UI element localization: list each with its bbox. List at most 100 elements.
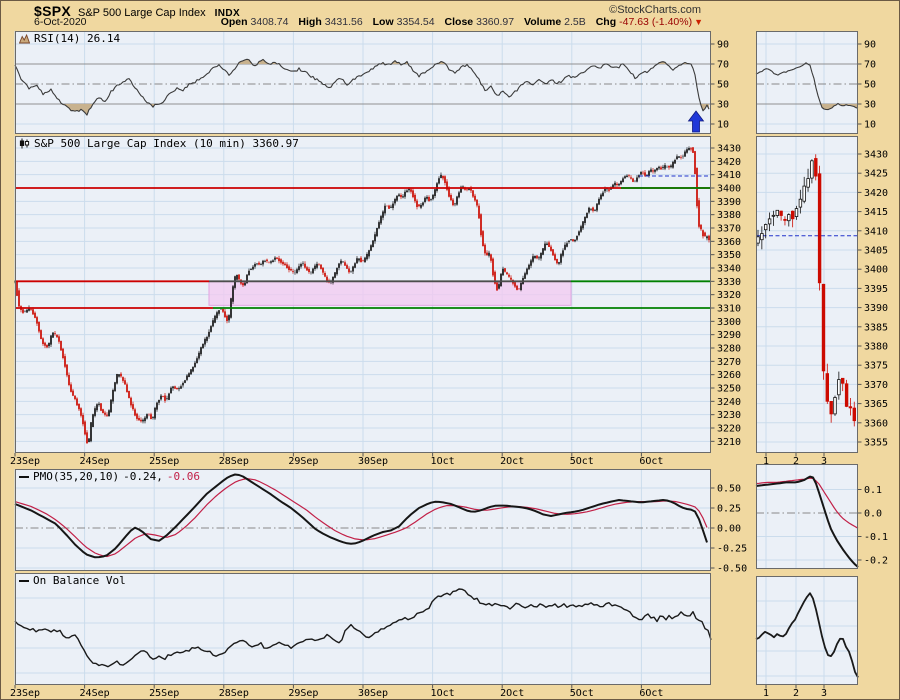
low-value: 3354.54 bbox=[396, 15, 435, 28]
y-tick-label: 3290 bbox=[717, 330, 741, 341]
close-label: Close bbox=[444, 15, 474, 28]
high-value: 3431.56 bbox=[324, 15, 363, 28]
x-tick-label: 25Sep bbox=[149, 456, 179, 467]
y-tick-label: 3390 bbox=[717, 197, 741, 208]
volume-value: 2.5B bbox=[564, 15, 586, 28]
ticker-symbol: $SPX bbox=[34, 3, 71, 19]
x-tick-label: 28Sep bbox=[219, 688, 249, 699]
x-tick-label: 1Oct bbox=[431, 456, 455, 467]
x-tick-label: 30Sep bbox=[358, 456, 388, 467]
chart-header: $SPX S&P 500 Large Cap Index INDX bbox=[34, 3, 240, 21]
y-tick-label: 3220 bbox=[717, 424, 741, 435]
mini-rsi-axis: 90 70 50 30 10 bbox=[858, 40, 876, 131]
y-tick-label: 90 bbox=[717, 40, 729, 51]
y-tick-label: 50 bbox=[717, 80, 729, 91]
rsi-panel bbox=[14, 31, 711, 134]
y-tick-label: 3330 bbox=[717, 277, 741, 288]
y-tick-label: 0.1 bbox=[864, 485, 882, 496]
y-tick-label: -0.25 bbox=[717, 544, 747, 555]
candlesticks bbox=[14, 146, 710, 444]
y-tick-label: 3280 bbox=[717, 344, 741, 355]
high-label: High bbox=[298, 15, 322, 28]
x-tick-label: 2Oct bbox=[500, 456, 524, 467]
down-triangle-icon: ▼ bbox=[694, 16, 703, 27]
low-label: Low bbox=[372, 15, 394, 28]
y-tick-label: 3375 bbox=[864, 361, 888, 372]
y-tick-label: 30 bbox=[864, 100, 876, 111]
x-tick-label: 28Sep bbox=[219, 456, 249, 467]
x-tick-label: 2 bbox=[793, 456, 799, 467]
y-tick-label: -0.2 bbox=[864, 556, 888, 567]
price-axis: 3430 3420 3410 3400 3390 3380 3370 3360 3350 3340… bbox=[711, 144, 741, 448]
y-tick-label: 3370 bbox=[864, 380, 888, 391]
chg-value: -47.63 (-1.40%) bbox=[619, 15, 693, 28]
price-panel bbox=[14, 136, 711, 453]
x-tick-label: 1 bbox=[763, 456, 769, 467]
x-tick-label: 6Oct bbox=[639, 688, 663, 699]
pmo-title-text: PMO(35,20,10) bbox=[33, 470, 120, 483]
y-tick-label: 3400 bbox=[717, 184, 741, 195]
y-tick-label: 50 bbox=[864, 80, 876, 91]
mini-pmo-panel bbox=[755, 464, 859, 569]
x-tick-label: 25Sep bbox=[149, 688, 179, 699]
stockcharts-credit: ©StockCharts.com bbox=[609, 4, 701, 16]
volume-label: Volume bbox=[524, 15, 562, 28]
rsi-axis: 90 70 50 30 10 bbox=[711, 40, 729, 131]
pmo-value: -0.24, bbox=[123, 470, 163, 483]
y-tick-label: 3365 bbox=[864, 399, 888, 410]
y-tick-label: 3430 bbox=[717, 144, 741, 155]
x-tick-label: 5Oct bbox=[570, 688, 594, 699]
rsi-title-text: RSI(14) 26.14 bbox=[34, 32, 121, 45]
price-title-text: S&P 500 Large Cap Index (10 min) 3360.97 bbox=[34, 137, 299, 150]
y-tick-label: 70 bbox=[864, 60, 876, 71]
y-tick-label: -0.50 bbox=[717, 564, 747, 575]
x-tick-label: 3 bbox=[821, 688, 827, 699]
y-tick-label: 3300 bbox=[717, 317, 741, 328]
y-tick-label: 3410 bbox=[717, 170, 741, 181]
x-tick-label: 23Sep bbox=[10, 688, 40, 699]
y-tick-label: 3260 bbox=[717, 370, 741, 381]
y-tick-label: 3240 bbox=[717, 397, 741, 408]
y-tick-label: 3410 bbox=[864, 226, 888, 237]
y-tick-label: 0.25 bbox=[717, 504, 741, 515]
open-value: 3408.74 bbox=[250, 15, 289, 28]
obv-title-text: On Balance Vol bbox=[33, 574, 126, 587]
pmo-panel bbox=[14, 469, 711, 571]
y-tick-label: 3420 bbox=[717, 157, 741, 168]
candlestick-icon bbox=[19, 138, 30, 149]
y-tick-label: 3230 bbox=[717, 410, 741, 421]
line-dash-icon bbox=[19, 579, 29, 582]
x-tick-label: 29Sep bbox=[288, 688, 318, 699]
y-tick-label: 0.0 bbox=[864, 509, 882, 520]
y-tick-label: 3415 bbox=[864, 207, 888, 218]
chart-date: 6-Oct-2020 bbox=[34, 16, 87, 28]
x-axis-labels: 23Sep 23Sep 24Sep 24Sep 25Sep 25Sep 28Sep 28Sep… bbox=[10, 453, 827, 699]
y-tick-label: 3420 bbox=[864, 188, 888, 199]
y-tick-label: 3380 bbox=[864, 342, 888, 353]
y-tick-label: 3360 bbox=[864, 418, 888, 429]
ticker-name: S&P 500 Large Cap Index bbox=[78, 7, 206, 19]
y-tick-label: 3405 bbox=[864, 246, 888, 257]
y-tick-label: 3360 bbox=[717, 237, 741, 248]
y-tick-label: 3310 bbox=[717, 304, 741, 315]
mini-rsi-panel bbox=[755, 31, 859, 134]
x-tick-label: 23Sep bbox=[10, 456, 40, 467]
x-tick-label: 24Sep bbox=[80, 456, 110, 467]
mini-price-axis: 3430 3425 3420 3415 3410 3405 3400 3395 3390 3385… bbox=[858, 150, 888, 449]
mini-price-panel bbox=[756, 136, 858, 453]
y-tick-label: 3210 bbox=[717, 437, 741, 448]
x-tick-label: 6Oct bbox=[639, 456, 663, 467]
obv-panel bbox=[14, 573, 712, 685]
price-panel-title: S&P 500 Large Cap Index (10 min) 3360.97 bbox=[19, 137, 299, 150]
mini-obv-panel bbox=[755, 576, 859, 685]
y-tick-label: 3430 bbox=[864, 150, 888, 161]
x-tick-label: 29Sep bbox=[288, 456, 318, 467]
y-tick-label: 3355 bbox=[864, 438, 888, 449]
pmo-signal-value: -0.06 bbox=[166, 470, 200, 483]
y-tick-label: 30 bbox=[717, 100, 729, 111]
y-tick-label: 3390 bbox=[864, 303, 888, 314]
x-tick-label: 3 bbox=[821, 456, 827, 467]
close-value: 3360.97 bbox=[476, 15, 515, 28]
